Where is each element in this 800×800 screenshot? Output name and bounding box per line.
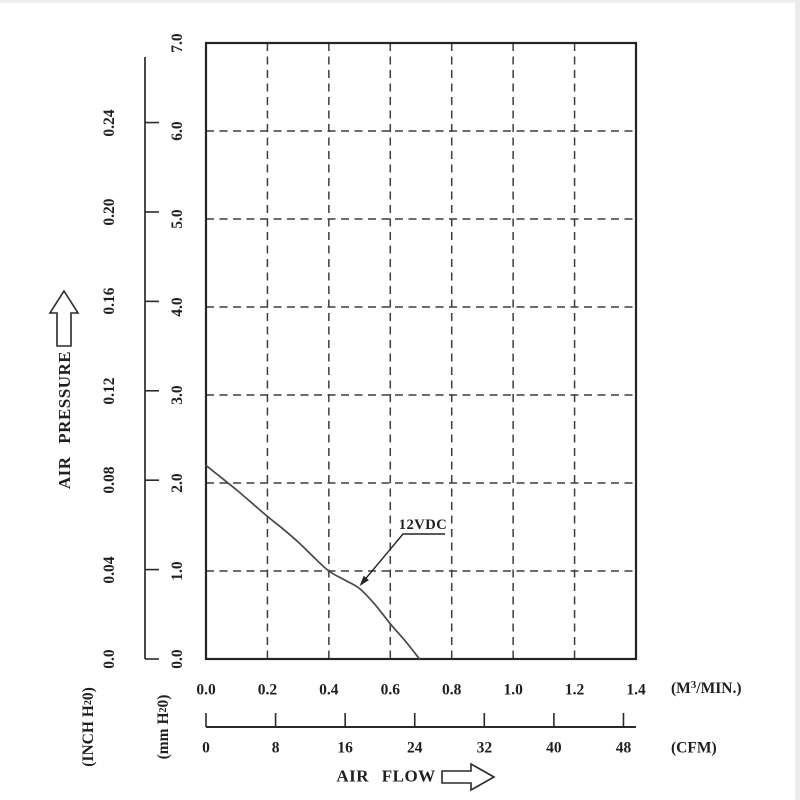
x-tick-label-m3min: 0.4 [319,681,339,699]
y-tick-label-mm: 6.0 [169,121,187,141]
y-axis-unit-mm: (mm H 2 0) [64,627,264,800]
air-flow-right-arrow-icon [441,762,496,792]
x-tick-label-cfm: 0 [202,739,210,757]
page-edge-shade-right [795,0,800,800]
x-axis-unit-cfm: (CFM) [671,740,717,756]
x-tick-label-m3min: 0.8 [442,681,462,699]
m3min-unit-sup: 3 [690,678,697,691]
mm-unit-sub: 2 [158,707,169,713]
y-tick-label-mm: 7.0 [169,33,187,53]
curve-12vdc [205,464,421,660]
mm-unit-post: 0) [155,694,173,708]
y-tick-label-inch: 0.24 [101,108,119,137]
y-tick-label-mm: 1.0 [169,561,187,581]
curve-annotation-label: 12VDC [399,518,447,533]
x-tick-label-m3min: 0.2 [257,681,278,699]
x-tick-label-cfm: 48 [615,739,632,757]
x-tick-label-cfm: 24 [406,739,423,757]
mm-unit-pre: (mm H [155,712,173,760]
y-tick-label-inch: 0.04 [101,556,119,584]
annotation-arrowhead-icon [359,575,369,586]
curve-annotation-text: 12VDC [398,516,448,533]
x-axis-unit-m3min: (M3/MIN.) [671,678,742,697]
x-tick-label-m3min: 0.0 [196,681,216,699]
y-tick-label-inch: 0.20 [101,198,119,226]
m3min-unit-pre: (M [671,679,691,697]
plot-frame [204,41,638,661]
m3min-unit-post: /MIN.) [696,679,742,697]
page-edge-shade-top [0,0,800,3]
y-axis-title-text: AIR PRESSURE [54,350,74,490]
annotation-leader-line [364,533,445,580]
x-tick-label-cfm: 32 [476,739,493,757]
x-tick-label-cfm: 40 [546,739,562,757]
x-tick-label-cfm: 16 [337,739,353,757]
x-axis-title: AIR FLOW [336,768,435,785]
x-tick-label-m3min: 1.0 [503,681,523,699]
y-axis-title: AIR PRESSURE [0,320,164,520]
air-pressure-up-arrow-icon [48,289,80,347]
x-axis-title-text: AIR FLOW [336,766,436,786]
x-tick-label-m3min: 1.2 [564,681,585,699]
x-tick-label-cfm: 8 [271,739,280,757]
x-tick-label-m3min: 0.6 [380,681,400,699]
y-tick-label-mm: 5.0 [169,209,187,229]
cfm-unit-text: (CFM) [671,739,717,757]
x-tick-label-m3min: 1.4 [626,681,646,699]
